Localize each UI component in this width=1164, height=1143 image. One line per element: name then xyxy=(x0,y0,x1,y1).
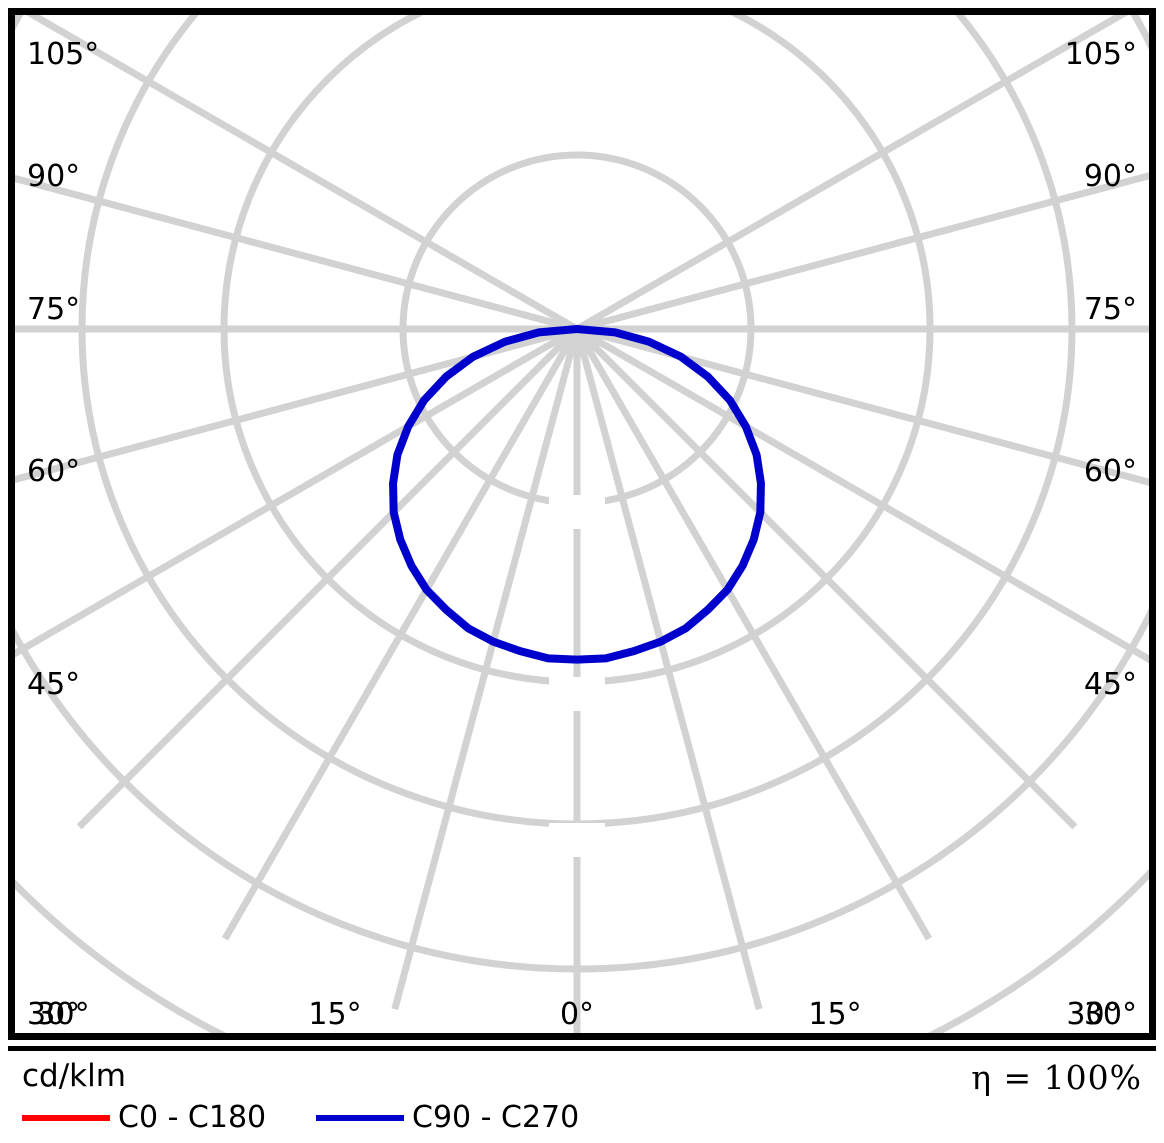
plot-frame: 105° 90° 75° 60° 45° 30° 105° 90° 75° 60… xyxy=(8,8,1156,1040)
angle-label-bottom-30-left: 30° xyxy=(36,997,90,1032)
legend-label-c90-c270: C90 - C270 xyxy=(412,1100,580,1135)
legend-strip: cd/klm η = 100% C0 - C180 C90 - C270 xyxy=(8,1046,1156,1135)
angle-label-right-75: 75° xyxy=(1083,292,1137,327)
angle-label-left-45: 45° xyxy=(27,667,81,702)
angle-label-left-60: 60° xyxy=(27,454,81,489)
angle-label-left-105: 105° xyxy=(27,37,100,72)
angle-label-right-105: 105° xyxy=(1064,37,1137,72)
angle-label-bottom-0: 0° xyxy=(559,997,595,1032)
angle-label-left-90: 90° xyxy=(27,159,81,194)
legend-divider xyxy=(8,1046,1156,1051)
angle-label-right-45: 45° xyxy=(1083,667,1137,702)
angle-label-right-90: 90° xyxy=(1083,159,1137,194)
angle-label-left-75: 75° xyxy=(27,292,81,327)
angle-label-bottom-15-left: 15° xyxy=(308,997,362,1032)
polar-grid xyxy=(15,15,1149,1033)
legend-swatch-c90-c270 xyxy=(316,1115,404,1121)
angle-label-bottom-15-right: 15° xyxy=(808,997,862,1032)
unit-label: cd/klm xyxy=(22,1058,126,1094)
polar-grid-and-curves xyxy=(15,15,1149,1033)
angle-label-right-60: 60° xyxy=(1083,454,1137,489)
angle-label-bottom-30-right: 30° xyxy=(1066,997,1120,1032)
radial-value-label-gap xyxy=(549,495,605,857)
curve-c90-c270 xyxy=(389,325,765,664)
angle-label-left-30: 30° xyxy=(27,997,81,1032)
legend-label-c0-c180: C0 - C180 xyxy=(118,1100,267,1135)
efficiency-label: η = 100% xyxy=(971,1058,1142,1097)
angle-label-right-30: 30° xyxy=(1083,997,1137,1032)
legend-swatch-c0-c180 xyxy=(22,1115,110,1121)
